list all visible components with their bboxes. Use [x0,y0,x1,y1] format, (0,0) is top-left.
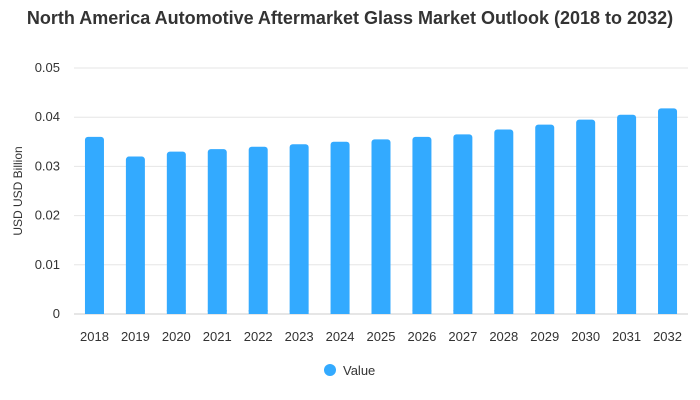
bar-base-2032 [658,310,678,314]
bar-2026 [412,136,432,314]
x-tick-label: 2025 [367,329,396,344]
legend-label: Value [343,363,375,378]
chart-title: North America Automotive Aftermarket Gla… [26,8,674,28]
bar-2022 [248,146,268,314]
bar-base-2025 [371,310,391,314]
bar-2025 [371,139,391,314]
x-tick-label: 2028 [489,329,518,344]
bar-base-2022 [248,310,268,314]
bar-base-2031 [617,310,637,314]
bar-base-2030 [576,310,596,314]
bar-2030 [576,119,596,314]
bar-base-2020 [166,310,186,314]
bar-2032 [658,108,678,315]
legend-marker [324,364,336,376]
y-axis-title: USD USD Billion [11,146,25,235]
bar-base-2029 [535,310,555,314]
bar-base-2023 [289,310,309,314]
bar-2018 [84,136,104,314]
x-tick-label: 2026 [407,329,436,344]
bar-base-2028 [494,310,514,314]
x-tick-label: 2032 [653,329,682,344]
y-tick-label: 0.03 [35,158,60,173]
bar-base-2018 [84,310,104,314]
bar-2021 [207,149,227,314]
bar-2031 [617,114,637,315]
x-tick-label: 2020 [162,329,191,344]
x-tick-label: 2024 [326,329,355,344]
x-tick-label: 2031 [612,329,641,344]
bar-base-2019 [125,310,145,314]
x-tick-label: 2019 [121,329,150,344]
x-tick-label: 2030 [571,329,600,344]
y-tick-label: 0.01 [35,257,60,272]
y-tick-label: 0.02 [35,208,60,223]
x-tick-label: 2022 [244,329,273,344]
bar-2029 [535,124,555,314]
bar-2020 [166,151,186,314]
y-tick-label: 0.05 [35,60,60,75]
bar-base-2027 [453,310,473,314]
bar-2019 [125,156,145,314]
bar-base-2024 [330,310,350,314]
y-tick-label: 0 [53,306,60,321]
x-tick-label: 2029 [530,329,559,344]
bar-base-2026 [412,310,432,314]
bar-2027 [453,134,473,314]
x-tick-label: 2027 [448,329,477,344]
x-tick-label: 2023 [285,329,314,344]
bar-2024 [330,141,350,314]
x-tick-label: 2018 [80,329,109,344]
y-tick-label: 0.04 [35,109,60,124]
bar-2028 [494,129,514,314]
bar-base-2021 [207,310,227,314]
bar-2023 [289,144,309,314]
x-tick-label: 2021 [203,329,232,344]
